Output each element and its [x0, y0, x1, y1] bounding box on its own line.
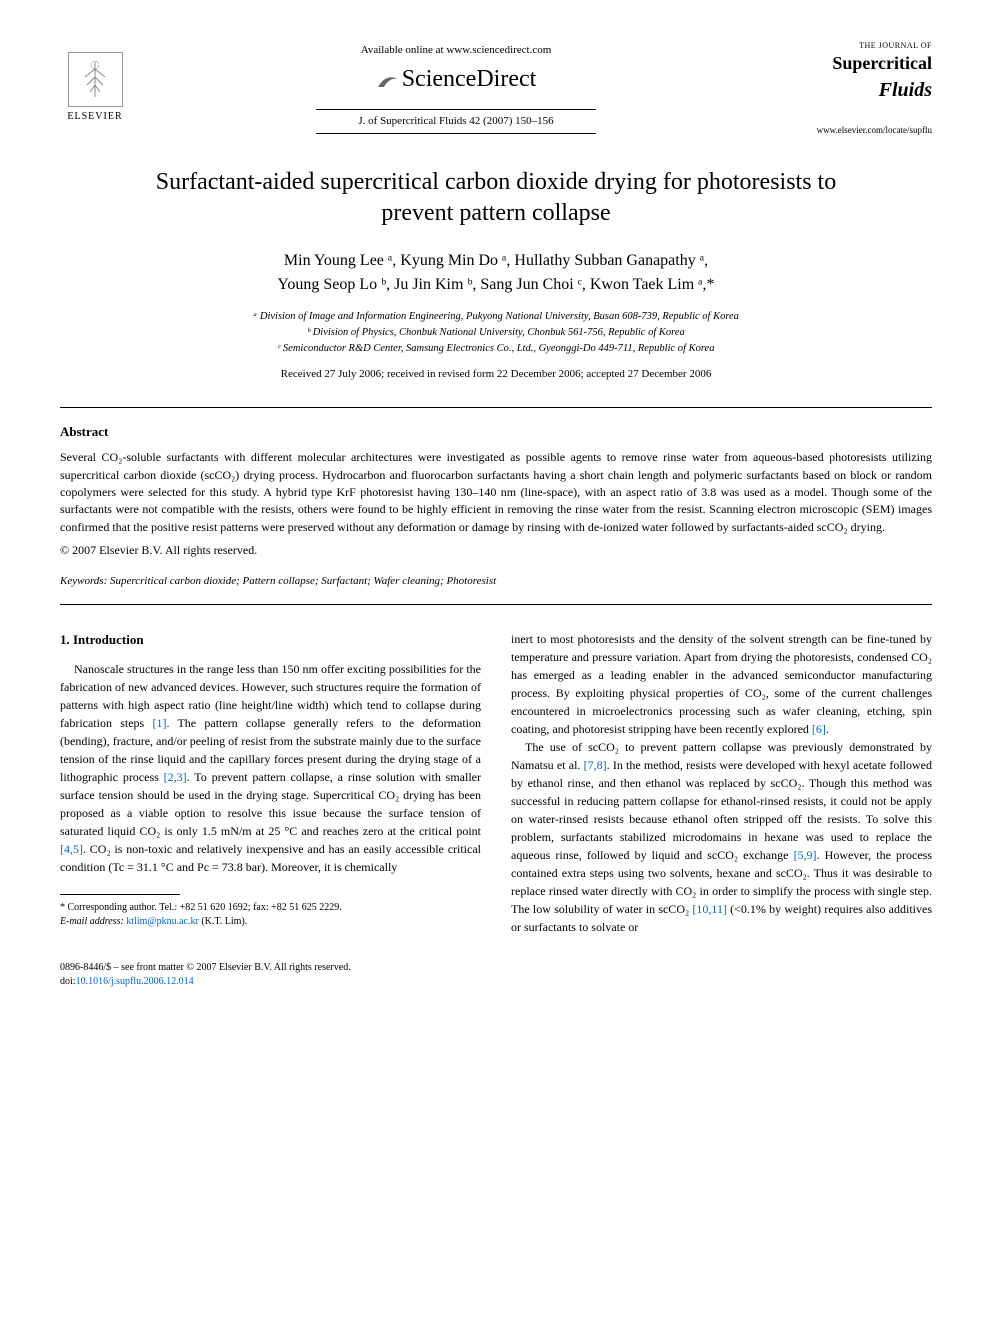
affiliations: ᵃ Division of Image and Information Engi… [60, 309, 932, 356]
affiliation-c: ᶜ Semiconductor R&D Center, Samsung Elec… [60, 341, 932, 357]
doi-line: doi:10.1016/j.supflu.2006.12.014 [60, 975, 932, 989]
email-suffix: (K.T. Lim). [199, 916, 247, 927]
email-link[interactable]: ktlim@pknu.ac.kr [126, 916, 199, 927]
keywords-text: Supercritical carbon dioxide; Pattern co… [107, 575, 496, 587]
sciencedirect-swoosh-icon [376, 69, 400, 93]
email-label: E-mail address: [60, 916, 126, 927]
body-columns: 1. Introduction Nanoscale structures in … [60, 630, 932, 936]
footnote-corresponding: * Corresponding author. Tel.: +82 51 620… [60, 901, 481, 915]
authors: Min Young Lee ᵃ, Kyung Min Do ᵃ, Hullath… [60, 249, 932, 297]
ref-link-78[interactable]: [7,8] [584, 758, 607, 772]
journal-citation: J. of Supercritical Fluids 42 (2007) 150… [316, 109, 596, 134]
ref-link-6[interactable]: [6] [812, 722, 826, 736]
divider-bottom [60, 604, 932, 605]
intro-para-1: Nanoscale structures in the range less t… [60, 660, 481, 876]
doi-link[interactable]: 10.1016/j.supflu.2006.12.014 [76, 976, 194, 987]
ref-link-23[interactable]: [2,3] [164, 770, 187, 784]
ref-link-1011[interactable]: [10,11] [692, 902, 727, 916]
keywords-label: Keywords: [60, 575, 107, 587]
keywords: Keywords: Supercritical carbon dioxide; … [60, 574, 932, 589]
article-title: Surfactant-aided supercritical carbon di… [140, 167, 852, 229]
footnote-divider [60, 894, 180, 895]
header-row: ELSEVIER Available online at www.science… [60, 40, 932, 137]
authors-line1: Min Young Lee ᵃ, Kyung Min Do ᵃ, Hullath… [284, 252, 708, 269]
divider-top [60, 407, 932, 408]
ref-link-45[interactable]: [4,5] [60, 842, 83, 856]
affiliation-a: ᵃ Division of Image and Information Engi… [60, 309, 932, 325]
intro-col2-p1: inert to most photoresists and the densi… [511, 630, 932, 738]
ref-link-1[interactable]: [1] [152, 716, 166, 730]
article-dates: Received 27 July 2006; received in revis… [60, 367, 932, 382]
affiliation-b: ᵇ Division of Physics, Chonbuk National … [60, 325, 932, 341]
journal-logo-top: THE JOURNAL OF [782, 40, 932, 51]
column-left: 1. Introduction Nanoscale structures in … [60, 630, 481, 936]
intro-col2-p2: The use of scCO₂ to prevent pattern coll… [511, 738, 932, 936]
bottom-info: 0896-8446/$ – see front matter © 2007 El… [60, 961, 932, 989]
elsevier-tree-icon [68, 52, 123, 107]
sciencedirect-text: ScienceDirect [402, 66, 537, 92]
elsevier-label: ELSEVIER [67, 110, 122, 124]
abstract-text: Several CO₂-soluble surfactants with dif… [60, 449, 932, 536]
ref-link-59[interactable]: [5,9] [794, 848, 817, 862]
journal-logo-main: Supercritical [782, 51, 932, 76]
available-online-text: Available online at www.sciencedirect.co… [130, 43, 782, 58]
sciencedirect-logo: ScienceDirect [130, 63, 782, 97]
issn-line: 0896-8446/$ – see front matter © 2007 El… [60, 961, 932, 975]
column-right: inert to most photoresists and the densi… [511, 630, 932, 936]
elsevier-logo: ELSEVIER [60, 48, 130, 128]
center-header: Available online at www.sciencedirect.co… [130, 43, 782, 134]
journal-logo: THE JOURNAL OF Supercritical Fluids www.… [782, 40, 932, 137]
abstract-copyright: © 2007 Elsevier B.V. All rights reserved… [60, 542, 932, 559]
abstract-heading: Abstract [60, 423, 932, 441]
journal-logo-italic: Fluids [782, 76, 932, 104]
authors-line2: Young Seop Lo ᵇ, Ju Jin Kim ᵇ, Sang Jun … [277, 276, 714, 293]
introduction-heading: 1. Introduction [60, 630, 481, 650]
journal-url[interactable]: www.elsevier.com/locate/supflu [782, 124, 932, 137]
footnote-email: E-mail address: ktlim@pknu.ac.kr (K.T. L… [60, 915, 481, 929]
